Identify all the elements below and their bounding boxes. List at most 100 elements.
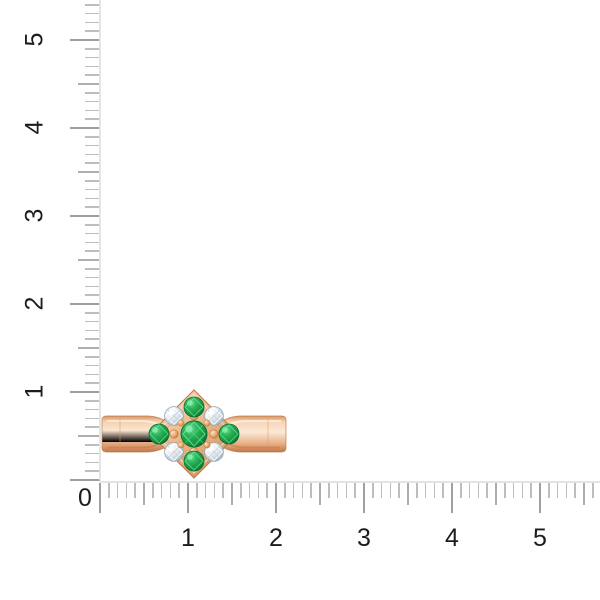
tick-minor-vertical (85, 417, 100, 420)
tick-minor-horizontal (565, 483, 568, 498)
tick-major-horizontal (363, 483, 365, 513)
tick-minor-vertical (85, 224, 100, 226)
tick-minor-vertical (85, 329, 100, 332)
tick-minor-horizontal (548, 483, 550, 498)
tick-minor-vertical (85, 153, 100, 156)
tick-minor-horizontal (152, 483, 154, 498)
tick-minor-vertical (85, 444, 100, 446)
tick-minor-horizontal (433, 483, 436, 498)
tick-minor-horizontal (196, 483, 198, 498)
tick-minor-horizontal (354, 483, 356, 498)
tick-minor-vertical (85, 56, 100, 59)
horizontal-tick-label-5: 5 (533, 524, 547, 552)
tick-half-horizontal (143, 483, 145, 505)
tick-minor-horizontal (328, 483, 330, 498)
tick-minor-vertical (85, 206, 100, 208)
tick-minor-vertical (85, 144, 100, 147)
tick-half-vertical (78, 435, 100, 437)
tick-minor-vertical (85, 197, 100, 200)
vertical-tick-label-4: 4 (20, 120, 49, 135)
tick-major-horizontal (275, 483, 277, 513)
tick-half-vertical (78, 83, 100, 85)
horizontal-tick-label-3: 3 (357, 524, 371, 552)
tick-minor-vertical (85, 109, 100, 112)
ring-emerald-group (148, 396, 240, 472)
tick-minor-vertical (85, 12, 100, 15)
tick-minor-vertical (85, 452, 100, 455)
tick-minor-horizontal (460, 483, 462, 498)
horizontal-tick-label-2: 2 (269, 524, 283, 552)
tick-minor-horizontal (310, 483, 312, 498)
tick-minor-horizontal (512, 483, 515, 498)
tick-minor-horizontal (389, 483, 392, 498)
vertical-tick-label-1: 1 (20, 384, 49, 399)
tick-minor-vertical (85, 461, 100, 464)
tick-minor-vertical (85, 74, 100, 76)
emerald-left (148, 423, 170, 445)
tick-minor-horizontal (134, 483, 136, 498)
tick-minor-vertical (85, 276, 100, 279)
tick-minor-horizontal (442, 483, 444, 498)
tick-minor-horizontal (284, 483, 286, 498)
tick-minor-vertical (85, 136, 100, 138)
tick-half-vertical (78, 171, 100, 173)
tick-half-horizontal (495, 483, 497, 505)
product-ring-image (101, 389, 287, 479)
tick-minor-horizontal (204, 483, 207, 498)
tick-minor-horizontal (240, 483, 242, 498)
tick-minor-horizontal (504, 483, 506, 498)
tick-minor-horizontal (336, 483, 339, 498)
vertical-ruler-spine (99, 0, 101, 480)
tick-minor-vertical (85, 408, 100, 411)
tick-major-horizontal (539, 483, 541, 513)
tick-minor-horizontal (424, 483, 427, 498)
tick-major-vertical (70, 479, 100, 481)
tick-minor-horizontal (169, 483, 172, 498)
tick-minor-vertical (85, 338, 100, 340)
tick-minor-vertical (85, 356, 100, 358)
tick-major-horizontal (99, 483, 101, 513)
tick-minor-vertical (85, 92, 100, 94)
tick-minor-vertical (85, 21, 100, 24)
tick-minor-vertical (85, 180, 100, 182)
tick-minor-horizontal (301, 483, 304, 498)
tick-major-vertical (70, 127, 100, 129)
tick-minor-vertical (85, 4, 100, 6)
tick-minor-vertical (85, 30, 100, 32)
tick-minor-vertical (85, 400, 100, 402)
tick-minor-vertical (85, 232, 100, 235)
tick-minor-vertical (85, 312, 100, 314)
vertical-tick-label-3: 3 (20, 208, 49, 223)
tick-half-horizontal (583, 483, 585, 505)
tick-minor-vertical (85, 470, 100, 472)
tick-minor-horizontal (116, 483, 119, 498)
tick-minor-vertical (85, 162, 100, 164)
tick-minor-vertical (85, 268, 100, 270)
horizontal-ruler-baseline (100, 481, 600, 483)
horizontal-tick-label-1: 1 (181, 524, 195, 552)
tick-minor-horizontal (556, 483, 559, 498)
tick-minor-horizontal (125, 483, 128, 498)
tick-minor-vertical (85, 188, 100, 191)
tick-half-vertical (78, 347, 100, 349)
tick-major-vertical (70, 303, 100, 305)
emerald-top (183, 396, 205, 418)
tick-minor-vertical (85, 382, 100, 384)
tick-minor-horizontal (530, 483, 532, 498)
emerald-bottom (183, 450, 205, 472)
tick-minor-horizontal (574, 483, 576, 498)
tick-minor-horizontal (380, 483, 383, 498)
tick-major-horizontal (451, 483, 453, 513)
tick-minor-vertical (85, 373, 100, 376)
tick-minor-horizontal (178, 483, 180, 498)
tick-minor-horizontal (257, 483, 260, 498)
tick-minor-vertical (85, 65, 100, 68)
origin-label: 0 (78, 484, 92, 512)
tick-minor-horizontal (592, 483, 594, 498)
tick-minor-vertical (85, 285, 100, 288)
tick-minor-horizontal (372, 483, 374, 498)
tick-half-vertical (78, 259, 100, 261)
emerald-center (180, 420, 208, 448)
horizontal-tick-label-4: 4 (445, 524, 459, 552)
